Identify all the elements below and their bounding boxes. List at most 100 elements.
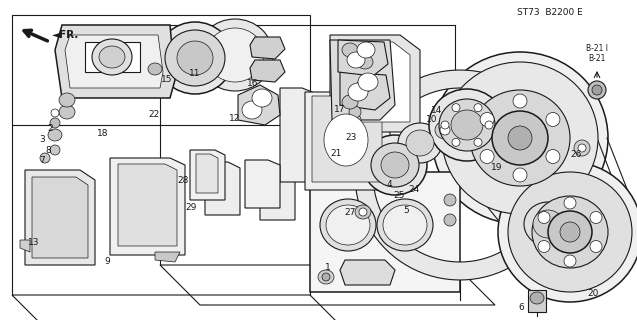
Ellipse shape (452, 138, 460, 146)
Ellipse shape (492, 111, 548, 165)
Polygon shape (118, 164, 177, 246)
Ellipse shape (342, 43, 358, 57)
Ellipse shape (40, 153, 50, 163)
Polygon shape (355, 70, 551, 280)
Text: 15: 15 (161, 75, 173, 84)
Text: 11: 11 (189, 68, 201, 77)
Text: 25: 25 (393, 190, 404, 199)
Text: 6: 6 (518, 302, 524, 311)
Ellipse shape (406, 130, 434, 156)
Ellipse shape (383, 205, 427, 245)
Ellipse shape (177, 41, 213, 75)
Ellipse shape (242, 101, 262, 119)
Ellipse shape (564, 255, 576, 267)
Polygon shape (65, 35, 163, 88)
Ellipse shape (377, 199, 433, 251)
Polygon shape (25, 170, 95, 265)
Ellipse shape (435, 121, 455, 139)
Text: ◄FR.: ◄FR. (52, 30, 80, 40)
Bar (528, 290, 546, 312)
Text: 19: 19 (491, 163, 503, 172)
Ellipse shape (546, 113, 560, 126)
Ellipse shape (363, 135, 427, 195)
Ellipse shape (99, 46, 125, 68)
Text: B-21: B-21 (589, 53, 606, 62)
Ellipse shape (322, 273, 330, 281)
Polygon shape (155, 252, 180, 262)
Ellipse shape (381, 152, 409, 178)
Ellipse shape (480, 113, 494, 126)
Text: 29: 29 (185, 203, 197, 212)
Ellipse shape (348, 83, 368, 101)
Text: 26: 26 (570, 149, 582, 158)
Ellipse shape (157, 22, 233, 94)
Polygon shape (250, 37, 285, 59)
Polygon shape (238, 85, 280, 125)
Ellipse shape (560, 222, 580, 242)
Ellipse shape (590, 241, 602, 252)
Ellipse shape (59, 93, 75, 107)
Text: B-21 I: B-21 I (586, 44, 608, 52)
Ellipse shape (50, 145, 60, 155)
Ellipse shape (197, 19, 273, 91)
Ellipse shape (432, 52, 608, 224)
Ellipse shape (59, 105, 75, 119)
Ellipse shape (324, 114, 368, 166)
Ellipse shape (480, 149, 494, 164)
Ellipse shape (508, 172, 632, 292)
Ellipse shape (441, 121, 449, 129)
Text: 18: 18 (97, 129, 109, 138)
Text: 7: 7 (39, 156, 45, 164)
Polygon shape (330, 35, 420, 132)
Ellipse shape (474, 104, 482, 112)
Polygon shape (196, 154, 218, 193)
Ellipse shape (440, 125, 450, 135)
Ellipse shape (530, 292, 544, 304)
Ellipse shape (349, 122, 361, 134)
Ellipse shape (439, 99, 495, 151)
Text: 27: 27 (345, 207, 355, 217)
Ellipse shape (48, 129, 62, 141)
Polygon shape (340, 72, 390, 110)
Ellipse shape (355, 205, 371, 219)
Ellipse shape (92, 39, 132, 75)
Ellipse shape (548, 211, 592, 253)
Ellipse shape (444, 214, 456, 226)
Ellipse shape (498, 162, 637, 302)
Ellipse shape (590, 212, 602, 223)
Polygon shape (312, 96, 382, 182)
Ellipse shape (398, 123, 442, 163)
Ellipse shape (474, 138, 482, 146)
Ellipse shape (470, 90, 570, 186)
Text: 14: 14 (431, 106, 443, 115)
Text: 10: 10 (426, 115, 438, 124)
Ellipse shape (564, 197, 576, 209)
Polygon shape (190, 150, 225, 200)
Polygon shape (32, 177, 88, 258)
Ellipse shape (371, 143, 419, 187)
Ellipse shape (442, 62, 598, 214)
Text: 23: 23 (345, 132, 357, 141)
Text: 13: 13 (28, 237, 39, 246)
Ellipse shape (357, 42, 375, 58)
Polygon shape (245, 160, 280, 208)
Ellipse shape (574, 140, 590, 156)
Polygon shape (205, 162, 240, 215)
Polygon shape (260, 172, 295, 220)
Text: 22: 22 (148, 109, 160, 118)
Polygon shape (330, 40, 395, 120)
Polygon shape (340, 260, 395, 285)
Ellipse shape (318, 270, 334, 284)
Ellipse shape (578, 144, 586, 152)
Text: 12: 12 (229, 114, 241, 123)
Ellipse shape (342, 95, 358, 109)
Text: 3: 3 (39, 134, 45, 143)
Polygon shape (305, 92, 390, 190)
Polygon shape (338, 40, 388, 76)
Ellipse shape (326, 205, 370, 245)
Ellipse shape (532, 196, 608, 268)
Ellipse shape (429, 89, 505, 161)
Ellipse shape (359, 208, 367, 216)
Ellipse shape (357, 55, 373, 69)
Ellipse shape (165, 30, 225, 86)
